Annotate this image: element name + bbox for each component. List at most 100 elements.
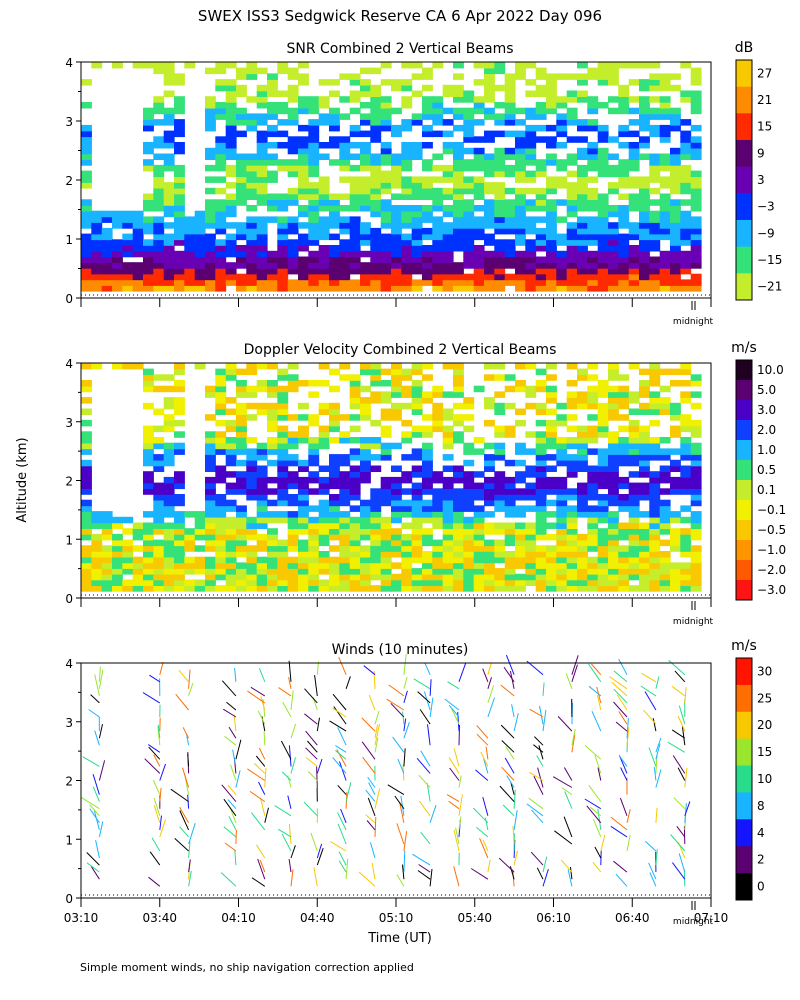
colorbar-band (736, 86, 752, 114)
heatmap-cell (463, 397, 475, 404)
heatmap-cell (649, 279, 661, 286)
heatmap-cell (639, 568, 650, 575)
heatmap-cell (174, 267, 185, 275)
heatmap-cell (308, 199, 320, 206)
wind-barb (560, 859, 573, 873)
heatmap-cell (256, 187, 268, 195)
heatmap-cell (236, 130, 247, 138)
heatmap-cell (380, 210, 392, 218)
heatmap-cell (411, 402, 423, 410)
heatmap-cell (649, 528, 661, 535)
heatmap-cell (339, 222, 351, 229)
heatmap-cell (494, 113, 506, 120)
heatmap-cell (628, 256, 640, 263)
heatmap-cell (515, 279, 526, 286)
heatmap-cell (370, 164, 382, 172)
heatmap-cell (628, 262, 640, 269)
heatmap-cell (566, 494, 578, 501)
heatmap-cell (680, 210, 692, 218)
heatmap-cell (277, 67, 289, 75)
heatmap-cell (463, 124, 475, 132)
heatmap-cell (670, 402, 681, 410)
heatmap-cell (184, 585, 196, 592)
heatmap-cell (370, 499, 382, 507)
heatmap-cell (587, 402, 599, 410)
heatmap-cell (112, 585, 123, 592)
heatmap-cell (608, 164, 619, 172)
heatmap-cell (504, 459, 516, 467)
heatmap-cell (349, 130, 361, 138)
y-axis-label: Altitude (km) (15, 437, 30, 522)
heatmap-cell (236, 233, 247, 241)
heatmap-cell (608, 499, 619, 507)
heatmap-cell (411, 262, 423, 269)
heatmap-cell (370, 494, 382, 501)
heatmap-cell (81, 522, 92, 529)
heatmap-cell (215, 522, 227, 529)
heatmap-cell (639, 262, 650, 269)
heatmap-cell (639, 368, 650, 376)
plot-frame (80, 662, 712, 899)
heatmap-cell (391, 402, 402, 410)
heatmap-cell (515, 573, 526, 581)
heatmap-cell (504, 273, 516, 281)
heatmap-cell (494, 579, 506, 586)
heatmap-cell (628, 107, 640, 115)
heatmap-cell (618, 448, 630, 455)
heatmap-cell (225, 533, 237, 541)
heatmap-cell (184, 216, 196, 223)
heatmap-cell (81, 476, 92, 484)
heatmap-cell (112, 222, 123, 229)
heatmap-cell (618, 482, 630, 490)
y-tick-label: 3 (65, 716, 73, 730)
heatmap-cell (546, 239, 557, 246)
heatmap-cell (391, 216, 402, 223)
heatmap-cell (339, 528, 351, 535)
heatmap-cell (473, 107, 485, 115)
heatmap-cell (318, 142, 330, 149)
wind-barb (247, 690, 266, 704)
heatmap-cell (628, 147, 640, 155)
heatmap-cell (246, 522, 258, 529)
heatmap-cell (680, 362, 692, 370)
heatmap-cell (680, 419, 692, 427)
heatmap-cell (639, 245, 650, 252)
heatmap-cell (556, 279, 568, 286)
heatmap-cell (608, 579, 619, 586)
heatmap-cell (256, 119, 268, 126)
wind-barb (413, 678, 431, 690)
heatmap-cell (298, 511, 309, 518)
heatmap-cell (225, 585, 237, 592)
heatmap-cell (484, 153, 495, 160)
wind-barb (588, 685, 602, 697)
heatmap-cell (246, 73, 258, 80)
heatmap-cell (515, 119, 526, 126)
heatmap-cell (504, 210, 516, 218)
heatmap-cell (618, 579, 630, 586)
heatmap-cell (690, 431, 702, 438)
heatmap-cell (380, 585, 392, 592)
heatmap-cell (453, 368, 464, 376)
heatmap-cell (659, 579, 671, 586)
heatmap-cell (360, 205, 371, 212)
heatmap-cell (91, 239, 103, 246)
heatmap-cell (453, 239, 464, 246)
heatmap-cell (163, 136, 175, 143)
heatmap-cell (267, 199, 278, 206)
heatmap-cell (546, 279, 557, 286)
heatmap-cell (256, 136, 268, 143)
heatmap-cell (463, 250, 475, 258)
heatmap-cell (349, 385, 361, 393)
heatmap-cell (101, 285, 113, 292)
heatmap-cell (618, 130, 630, 138)
heatmap-cell (298, 124, 309, 132)
wind-barb (528, 797, 544, 810)
heatmap-cell (143, 579, 154, 586)
heatmap-cell (215, 380, 227, 387)
wind-barb (571, 728, 576, 746)
heatmap-cell (411, 153, 423, 160)
heatmap-cell (246, 414, 258, 421)
heatmap-cell (287, 199, 299, 206)
heatmap-cell (246, 222, 258, 229)
heatmap-cell (628, 516, 640, 524)
